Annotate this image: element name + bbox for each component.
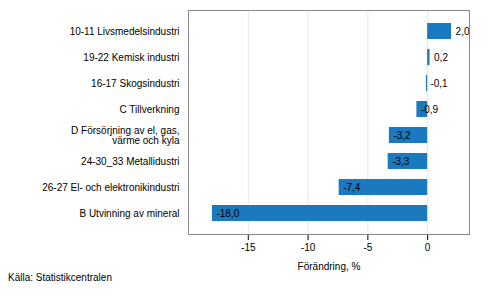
svg-text:-0,9: -0,9 (421, 104, 439, 115)
svg-text:C Tillverkning: C Tillverkning (119, 104, 179, 115)
svg-text:-10: -10 (301, 242, 316, 253)
html-text:Källa: Statistikcentralen: Källa: Statistikcentralen (8, 272, 112, 283)
svg-text:16-17 Skogsindustri: 16-17 Skogsindustri (91, 78, 179, 89)
svg-text:2,0: 2,0 (456, 26, 470, 37)
svg-text:26-27 El- och elektronikindust: 26-27 El- och elektronikindustri (42, 182, 179, 193)
svg-text:B Utvinning av mineral: B Utvinning av mineral (79, 208, 179, 219)
svg-text:-18,0: -18,0 (216, 208, 239, 219)
svg-text:-15: -15 (241, 242, 256, 253)
svg-text:10-11 Livsmedelsindustri: 10-11 Livsmedelsindustri (70, 26, 180, 37)
svg-text:-0,1: -0,1 (430, 78, 448, 89)
svg-text:-3,2: -3,2 (393, 130, 411, 141)
svg-text:0,2: 0,2 (434, 52, 448, 63)
svg-text:-7,4: -7,4 (343, 182, 361, 193)
svg-text:0: 0 (425, 242, 431, 253)
svg-text:19-22 Kemisk industri: 19-22 Kemisk industri (83, 52, 179, 63)
svg-text:Förändring, %: Förändring, % (298, 261, 361, 272)
svg-text:-5: -5 (363, 242, 372, 253)
svg-text:-3,3: -3,3 (392, 156, 410, 167)
svg-text:24-30_33 Metallidustri: 24-30_33 Metallidustri (81, 156, 179, 167)
svg-text:D Försörjning av el, gas,värme: D Försörjning av el, gas,värme och kyla (71, 125, 180, 146)
